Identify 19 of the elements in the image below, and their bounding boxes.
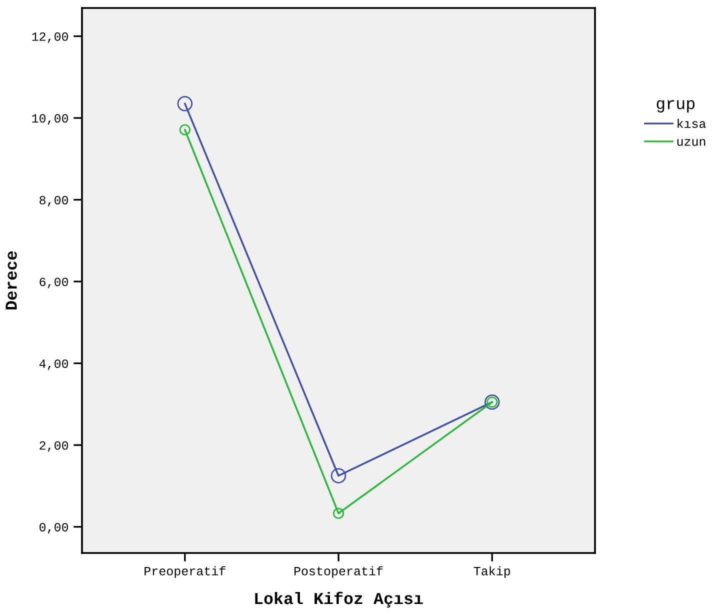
y-tick-label: 10,00	[32, 114, 68, 125]
y-tick-label: 4,00	[39, 359, 68, 370]
y-axis-title: Derece	[6, 251, 17, 310]
y-tick-label: 12,00	[32, 32, 68, 43]
y-tick-label: 0,00	[40, 523, 68, 534]
x-axis-title: Lokal Kifoz Açısı	[255, 592, 423, 608]
y-tick-label: 6,00	[40, 278, 68, 288]
point	[332, 508, 344, 519]
x-tick-label: Postoperatif	[294, 566, 383, 578]
x-tick-label: Preoperatif	[144, 566, 226, 578]
legend-label: kısa	[678, 118, 706, 128]
x-tick-label: Takip	[474, 566, 510, 578]
point	[177, 96, 193, 112]
point	[179, 124, 190, 136]
legend-label: uzun	[677, 139, 706, 146]
y-tick-label: 8,00	[40, 196, 68, 206]
point	[330, 468, 346, 484]
legend-title: grup	[656, 100, 694, 113]
y-tick-label: 2,00	[40, 441, 68, 452]
